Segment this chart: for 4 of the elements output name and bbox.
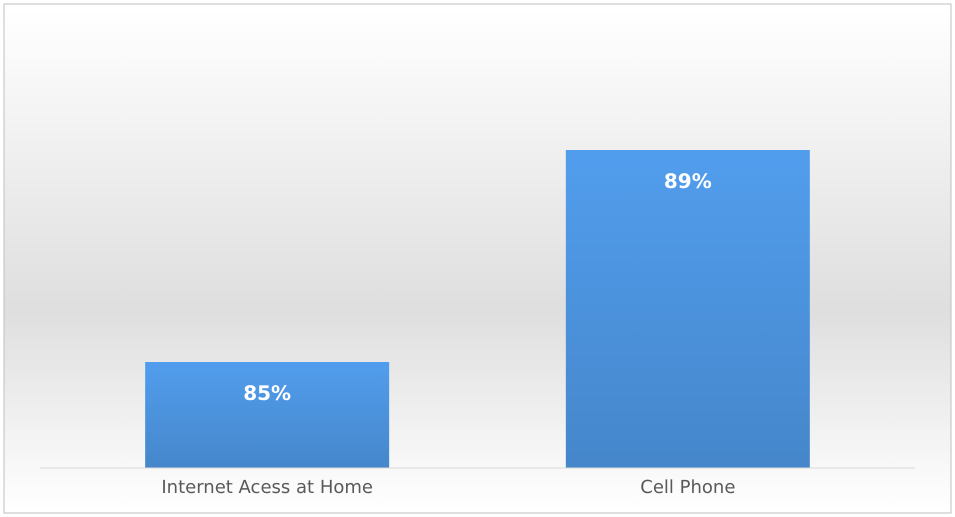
data-label: 85% — [243, 381, 292, 405]
x-tick-label: Internet Acess at Home — [161, 476, 373, 498]
data-label: 89% — [664, 169, 712, 193]
x-tick-label: Cell Phone — [640, 476, 736, 498]
